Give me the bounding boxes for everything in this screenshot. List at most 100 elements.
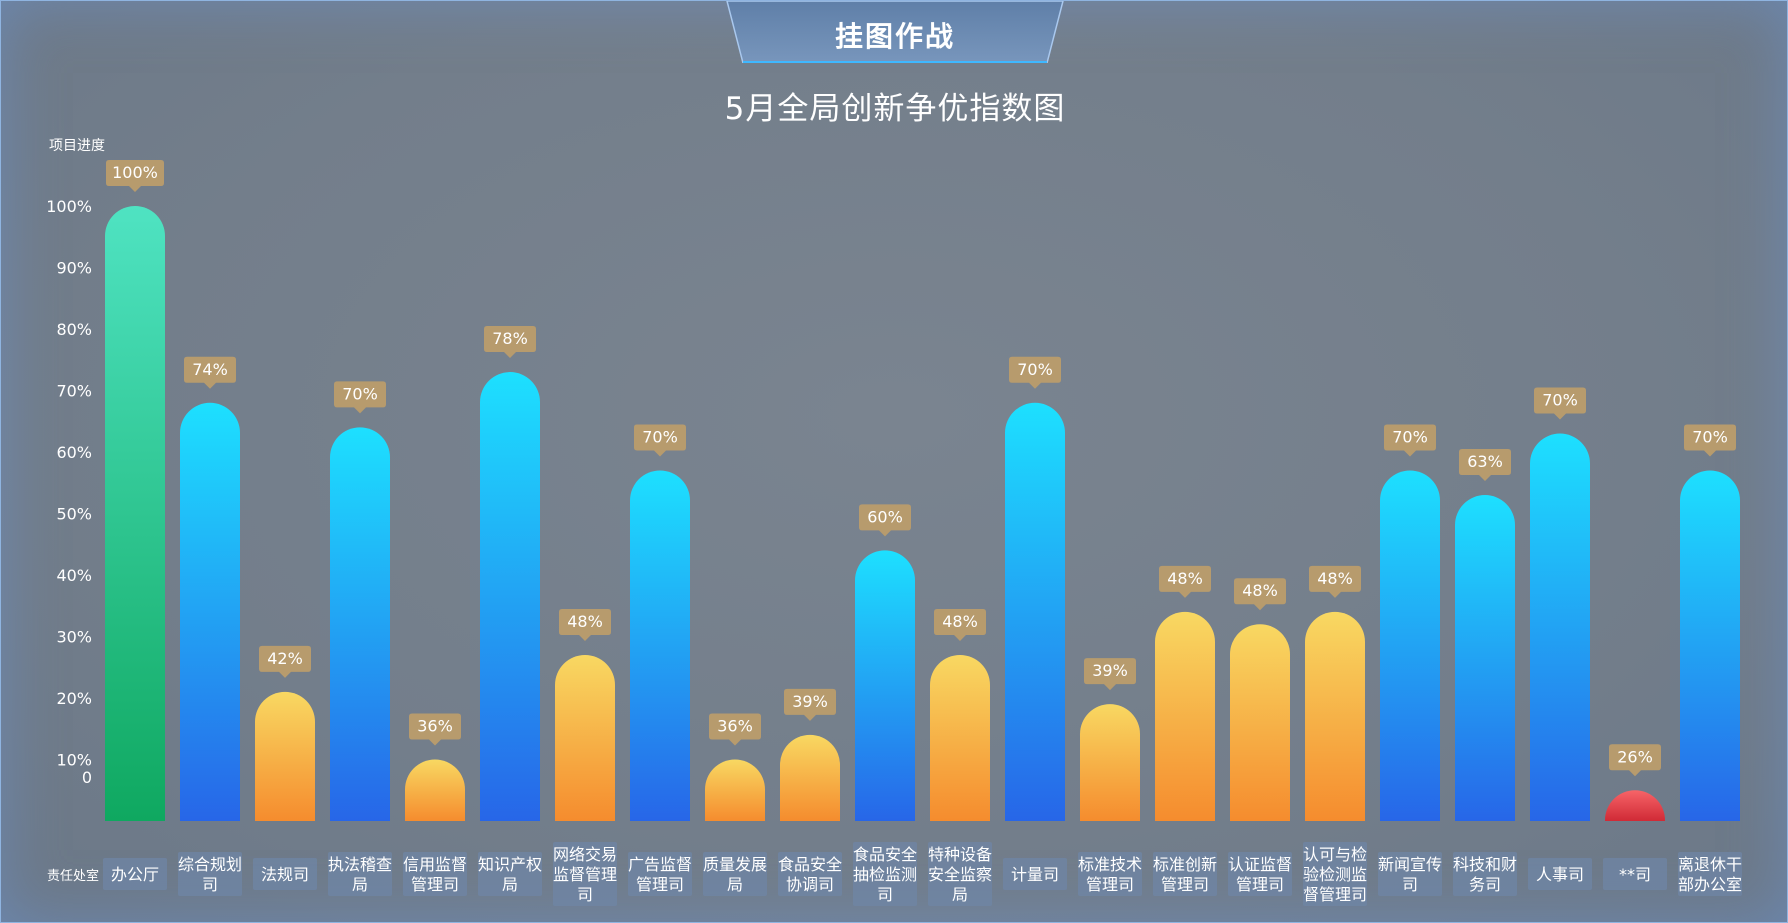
category-label-bg — [1303, 842, 1367, 906]
y-tick-label: 60% — [56, 443, 92, 462]
data-label: 26% — [1617, 747, 1653, 766]
category-label: 食品安全协调司 — [778, 855, 842, 894]
category-label: **司 — [1619, 865, 1651, 884]
y-axis-label: 项目进度 — [49, 138, 105, 154]
data-label: 74% — [192, 360, 228, 379]
y-tick-label: 70% — [56, 382, 92, 401]
y-tick-label: 100% — [46, 197, 92, 216]
category-label: 人事司 — [1536, 865, 1584, 884]
category-label-bg — [1078, 852, 1142, 896]
category-label: 离退休干部办公室 — [1678, 855, 1742, 894]
category-label-bg — [1528, 858, 1592, 890]
bar-6 — [480, 372, 540, 821]
bar-17 — [1305, 611, 1365, 821]
category-label: 标准创新管理司 — [1153, 855, 1217, 894]
data-label: 48% — [1167, 569, 1203, 588]
data-label-bubble — [784, 688, 836, 721]
data-label-bubble — [709, 713, 761, 746]
category-label: 办公厅 — [111, 865, 159, 884]
category-label: 广告监督管理司 — [628, 855, 692, 894]
y-tick-label: 30% — [56, 628, 92, 647]
category-label: 特种设备安全监察局 — [928, 845, 992, 904]
category-label-bg — [178, 852, 242, 896]
data-label-bubble — [1684, 424, 1736, 457]
data-label-bubble — [106, 160, 164, 192]
data-label-bubble — [1459, 449, 1511, 482]
category-label-bg — [478, 852, 542, 896]
data-label-bubble — [1009, 356, 1061, 389]
category-label-bg — [328, 852, 392, 896]
data-label: 63% — [1467, 452, 1503, 471]
y-tick-label: 90% — [56, 259, 92, 278]
category-label-bg — [628, 852, 692, 896]
data-label: 70% — [1017, 360, 1053, 379]
data-label: 70% — [1392, 427, 1428, 446]
data-label-bubble — [934, 608, 986, 641]
bar-5 — [405, 759, 465, 821]
category-label-bg — [1603, 858, 1667, 890]
category-label: 信用监督管理司 — [403, 855, 467, 894]
data-label: 48% — [1242, 581, 1278, 600]
category-label: 计量司 — [1011, 865, 1059, 884]
data-label: 39% — [1092, 661, 1128, 680]
data-label: 78% — [492, 329, 528, 348]
y-tick-label: 0 — [82, 768, 92, 787]
bar-9 — [705, 759, 765, 821]
y-tick-label: 40% — [56, 566, 92, 585]
bar-13 — [1005, 402, 1065, 821]
bar-3 — [255, 691, 315, 821]
y-tick-label: 20% — [56, 689, 92, 708]
data-label: 36% — [717, 717, 753, 736]
y-tick-label: 80% — [56, 320, 92, 339]
category-label-bg — [403, 852, 467, 896]
data-label-bubble — [409, 713, 461, 746]
data-label-bubble — [859, 504, 911, 537]
bar-19 — [1455, 495, 1515, 821]
bar-21 — [1605, 790, 1665, 821]
bar-16 — [1230, 624, 1290, 821]
data-label: 48% — [567, 612, 603, 631]
category-label-bg — [1153, 852, 1217, 896]
category-label-bg — [1453, 852, 1517, 896]
data-label: 100% — [112, 163, 158, 182]
data-label-bubble — [334, 381, 386, 414]
bar-15 — [1155, 611, 1215, 821]
category-label: 综合规划司 — [178, 855, 242, 894]
data-label: 48% — [942, 612, 978, 631]
data-label-bubble — [484, 326, 536, 359]
category-label: 质量发展局 — [703, 855, 767, 894]
category-label: 标准技术管理司 — [1078, 855, 1142, 894]
category-label: 科技和财务司 — [1453, 855, 1517, 894]
category-label-bg — [1003, 858, 1067, 890]
title-tab-shape — [726, 1, 1064, 63]
data-label-bubble — [1384, 424, 1436, 457]
category-label: 知识产权局 — [478, 855, 542, 894]
bar-20 — [1530, 433, 1590, 821]
data-label-bubble — [634, 424, 686, 457]
category-label: 网络交易监督管理司 — [553, 845, 617, 904]
x-axis-label: 责任处室 — [47, 869, 100, 884]
category-label: 认可与检验检测监督管理司 — [1303, 845, 1367, 904]
data-label-bubble — [1159, 565, 1211, 598]
category-label-bg — [853, 842, 917, 906]
category-label-bg — [778, 852, 842, 896]
category-label: 执法稽查局 — [328, 855, 392, 894]
category-label-bg — [1228, 852, 1292, 896]
bar-12 — [930, 654, 990, 821]
data-label-bubble — [1309, 565, 1361, 598]
data-label: 70% — [1542, 391, 1578, 410]
data-label: 39% — [792, 692, 828, 711]
data-label-bubble — [259, 645, 311, 678]
data-label-bubble — [1084, 658, 1136, 691]
category-label-bg — [253, 858, 317, 890]
bar-8 — [630, 470, 690, 821]
title-tab: 挂图作战 — [725, 1, 1065, 63]
category-label: 食品安全抽检监测司 — [853, 845, 917, 904]
data-label: 70% — [1692, 427, 1728, 446]
data-label: 36% — [417, 717, 453, 736]
bar-11 — [855, 550, 915, 821]
page-title: 挂图作战 — [834, 20, 955, 53]
bar-14 — [1080, 704, 1140, 821]
